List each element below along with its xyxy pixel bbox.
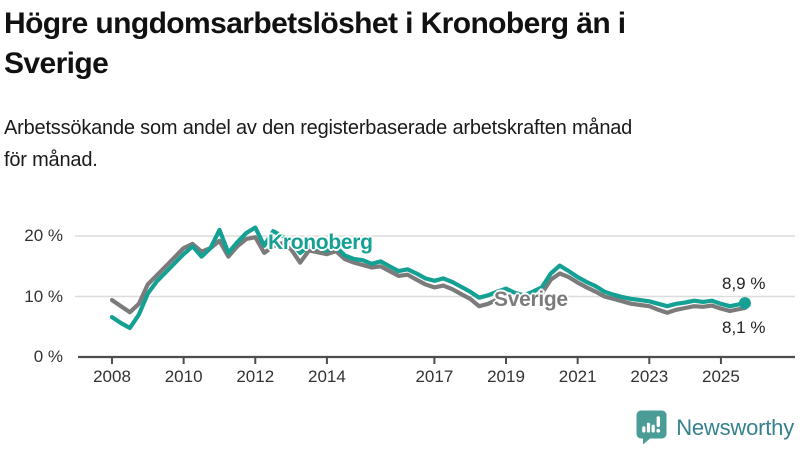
chart-title-line1: Högre ungdomsarbetslöshet i Kronoberg än… [4, 7, 626, 40]
x-axis-label-2025: 2025 [702, 367, 740, 386]
logo-exclamation-dot [656, 428, 661, 433]
series-line-kronoberg [109, 225, 748, 331]
x-axis-label-2012: 2012 [236, 367, 275, 386]
x-axis-label-2014: 2014 [307, 367, 346, 386]
chart-title: Högre ungdomsarbetslöshet i Kronoberg än… [4, 4, 774, 84]
logo-bar-3 [651, 424, 655, 433]
newsworthy-logo: Newsworthy [636, 410, 794, 445]
x-axis-label-2010: 2010 [164, 367, 203, 386]
end-value-sverige: 8,1 % [722, 318, 766, 337]
x-axis-label-2023: 2023 [630, 367, 669, 386]
y-axis-label-20: 20 % [24, 226, 63, 245]
series-label-kronoberg: Kronoberg [268, 231, 373, 254]
chart-subtitle: Arbetssökande som andel av den registerb… [4, 112, 794, 176]
brand-name: Newsworthy [676, 414, 794, 440]
chart-title-line2: Sverige [4, 47, 109, 80]
logo-bubble-shape [636, 410, 667, 445]
logo-bar-1 [642, 426, 646, 433]
x-axis-label-2008: 2008 [93, 367, 131, 386]
chart-subtitle-line1: Arbetssökande som andel av den registerb… [4, 117, 633, 139]
chart-subtitle-line2: för månad. [4, 149, 98, 171]
series-end-dot-kronoberg [738, 297, 751, 310]
logo-bar-2 [647, 422, 651, 433]
x-axis-label-2021: 2021 [558, 367, 597, 386]
x-axis-label-2017: 2017 [415, 367, 454, 386]
series-label-sverige: Sverige [494, 288, 568, 311]
y-axis-label-10: 10 % [24, 286, 63, 306]
series-line-sverige [109, 235, 748, 315]
newsworthy-logo-icon [636, 410, 667, 445]
y-axis-label-0: 0 % [33, 347, 63, 366]
logo-exclamation-bar [656, 416, 661, 427]
x-axis-label-2019: 2019 [487, 367, 525, 386]
end-value-kronoberg: 8,9 % [722, 274, 766, 293]
